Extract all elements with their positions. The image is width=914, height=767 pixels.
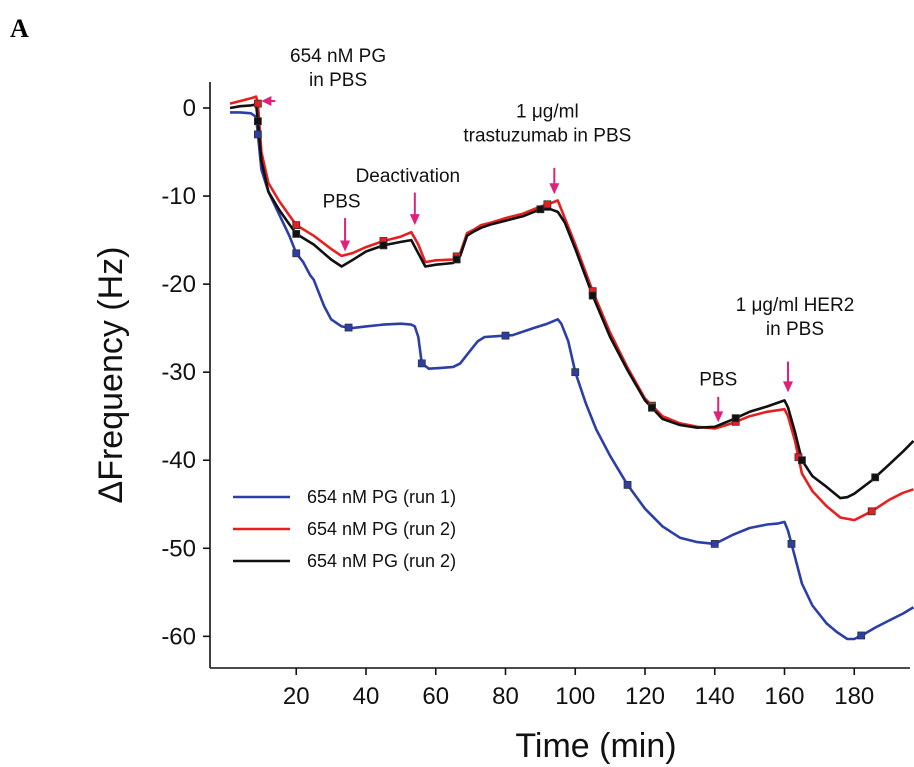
series-marker [344, 323, 353, 332]
legend-item-3: 654 nM PG (run 2) [233, 551, 456, 571]
annotation-5: PBS [699, 369, 737, 423]
annotation-text: PBS [699, 369, 737, 390]
series-marker [292, 221, 301, 230]
series-marker [292, 230, 301, 238]
annotations: 654 nM PG in PBS PBS Deactivation 1 μg/ml tra… [261, 46, 855, 423]
annotation-text: 1 μg/ml [516, 101, 579, 122]
annotation-3: Deactivation [356, 166, 461, 226]
panel-label: A [10, 14, 29, 43]
y-tick-label: -60 [161, 623, 196, 650]
x-tick-label: 100 [555, 683, 595, 710]
y-tick-label: -10 [161, 183, 196, 210]
axes: 0 -10 -20 -30 -40 -50 -60 20 40 60 80 100 120 140 160 1… [161, 82, 910, 710]
series-marker [417, 359, 426, 368]
series-marker [867, 507, 876, 516]
series-marker [452, 255, 461, 264]
series-marker [623, 480, 632, 489]
x-tick-label: 60 [422, 683, 449, 710]
series-marker [501, 331, 510, 340]
x-tick-label: 180 [834, 683, 874, 710]
x-axis-title: Time (min) [515, 727, 676, 765]
y-tick-label: -20 [161, 271, 196, 298]
annotation-text: in PBS [766, 319, 824, 340]
y-axis-title: ΔFrequency (Hz) [92, 247, 130, 504]
y-tick-label: -50 [161, 535, 196, 562]
x-tick-label: 160 [764, 683, 804, 710]
annotation-arrow-head [782, 381, 793, 393]
plot-lines [229, 95, 914, 641]
annotation-4: 1 μg/ml trastuzumab in PBS [463, 101, 631, 195]
legend-item-1: 654 nM PG (run 1) [233, 487, 456, 507]
series-line-3 [229, 103, 914, 500]
legend-item-2: 654 nM PG (run 2) [233, 519, 456, 539]
x-tick-label: 80 [492, 683, 519, 710]
x-tick-label: 140 [695, 683, 735, 710]
annotation-text: 654 nM PG [290, 46, 386, 67]
y-tick-label: -40 [161, 447, 196, 474]
series-marker [787, 539, 796, 548]
series-marker [588, 291, 597, 300]
y-tick-label: -30 [161, 359, 196, 386]
annotation-arrow-head [261, 95, 272, 106]
series-line-2 [229, 95, 914, 522]
series-marker [379, 241, 388, 250]
annotation-text: 1 μg/ml HER2 [736, 295, 855, 316]
x-tick-label: 40 [353, 683, 380, 710]
series-marker [731, 414, 740, 423]
legend: 654 nM PG (run 1) 654 nM PG (run 2) 654 nM… [233, 487, 456, 571]
series-marker [253, 117, 262, 126]
series-marker [253, 130, 262, 139]
annotation-2: PBS [323, 192, 361, 252]
series-marker [798, 456, 806, 465]
legend-label: 654 nM PG (run 2) [307, 551, 456, 571]
series-marker [536, 205, 545, 214]
x-tick-label: 120 [625, 683, 665, 710]
annotation-text: Deactivation [356, 166, 461, 187]
series-marker [871, 473, 880, 482]
series-marker [571, 368, 580, 377]
plot-markers [253, 99, 880, 640]
legend-label: 654 nM PG (run 1) [307, 487, 456, 507]
series-line-1 [230, 111, 914, 641]
annotation-6: 1 μg/ml HER2 in PBS [736, 295, 855, 393]
annotation-1: 654 nM PG in PBS [261, 46, 386, 106]
series-marker [292, 249, 301, 258]
series-marker [253, 99, 262, 108]
annotation-arrow-head [713, 411, 724, 423]
series-marker [543, 200, 552, 209]
y-tick-label: 0 [183, 95, 196, 122]
series-marker [710, 539, 719, 548]
annotation-text: PBS [323, 192, 361, 213]
x-tick-label: 20 [283, 683, 310, 710]
series-marker [648, 403, 656, 412]
annotation-arrow-head [340, 240, 351, 252]
annotation-arrow-head [409, 214, 420, 226]
annotation-text: trastuzumab in PBS [463, 125, 631, 146]
annotation-text: in PBS [309, 70, 367, 91]
legend-label: 654 nM PG (run 2) [307, 519, 456, 539]
annotation-arrow-head [549, 183, 560, 195]
series-marker [857, 631, 866, 640]
